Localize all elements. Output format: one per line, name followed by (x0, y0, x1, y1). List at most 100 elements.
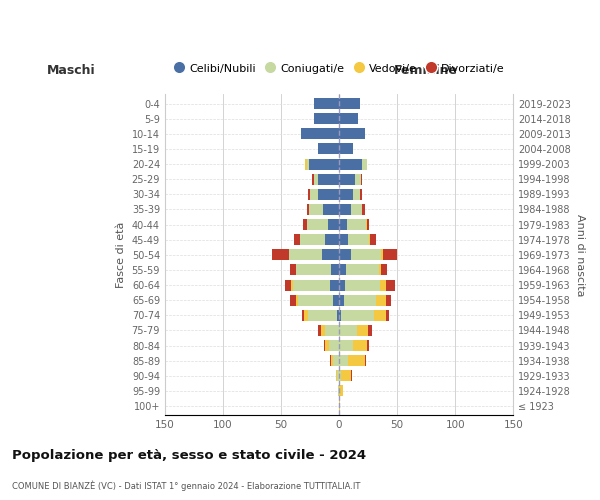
Bar (307, 219, 328, 230)
Bar (339, 355, 349, 366)
Bar (314, 174, 318, 184)
Bar (339, 310, 341, 321)
Bar (346, 264, 379, 276)
Bar (290, 294, 296, 306)
Bar (337, 370, 339, 382)
Bar (368, 325, 371, 336)
Bar (334, 294, 339, 306)
Bar (304, 310, 308, 321)
Bar (353, 340, 367, 351)
Bar (314, 113, 339, 124)
Bar (339, 234, 349, 245)
Bar (299, 234, 325, 245)
Bar (386, 280, 395, 290)
Bar (331, 355, 334, 366)
Bar (318, 189, 339, 200)
Bar (355, 174, 361, 184)
Bar (324, 340, 325, 351)
Bar (351, 370, 352, 382)
Bar (296, 264, 331, 276)
Text: Maschi: Maschi (46, 64, 95, 77)
Bar (380, 280, 386, 290)
Y-axis label: Fasce di età: Fasce di età (116, 222, 126, 288)
Bar (307, 158, 309, 170)
Bar (313, 174, 314, 184)
Bar (376, 294, 386, 306)
Bar (351, 204, 362, 215)
Bar (349, 355, 365, 366)
Bar (284, 280, 292, 290)
Bar (366, 219, 367, 230)
Bar (325, 234, 339, 245)
Bar (309, 158, 339, 170)
Bar (330, 355, 331, 366)
Legend: Celibi/Nubili, Coniugati/e, Vedovi/e, Divorziati/e: Celibi/Nubili, Coniugati/e, Vedovi/e, Di… (169, 58, 509, 78)
Bar (272, 250, 289, 260)
Bar (339, 386, 343, 396)
Bar (318, 144, 339, 154)
Bar (341, 370, 351, 382)
Bar (339, 144, 353, 154)
Bar (320, 325, 325, 336)
Bar (339, 400, 340, 411)
Bar (322, 250, 339, 260)
Bar (339, 158, 362, 170)
Bar (362, 158, 367, 170)
Bar (351, 250, 381, 260)
Bar (329, 340, 339, 351)
Bar (367, 340, 370, 351)
Bar (330, 280, 339, 290)
Bar (293, 280, 330, 290)
Bar (310, 189, 318, 200)
Bar (367, 219, 370, 230)
Bar (318, 325, 320, 336)
Bar (381, 250, 383, 260)
Bar (360, 189, 362, 200)
Bar (339, 113, 358, 124)
Bar (339, 325, 356, 336)
Bar (339, 98, 360, 109)
Bar (381, 264, 387, 276)
Bar (325, 325, 339, 336)
Bar (334, 355, 339, 366)
Bar (335, 370, 337, 382)
Bar (353, 189, 360, 200)
Bar (386, 310, 389, 321)
Bar (341, 310, 374, 321)
Bar (345, 280, 380, 290)
Text: Popolazione per età, sesso e stato civile - 2024: Popolazione per età, sesso e stato civil… (12, 450, 366, 462)
Bar (339, 294, 344, 306)
Bar (328, 219, 339, 230)
Bar (386, 294, 391, 306)
Bar (325, 340, 329, 351)
Bar (292, 280, 293, 290)
Bar (323, 204, 339, 215)
Bar (308, 310, 337, 321)
Bar (339, 219, 347, 230)
Bar (296, 294, 298, 306)
Bar (365, 355, 366, 366)
Bar (307, 204, 309, 215)
Bar (347, 219, 366, 230)
Y-axis label: Anni di nascita: Anni di nascita (575, 214, 585, 296)
Bar (362, 204, 365, 215)
Bar (309, 204, 323, 215)
Bar (339, 250, 351, 260)
Bar (314, 98, 339, 109)
Bar (339, 128, 365, 140)
Bar (302, 310, 304, 321)
Bar (294, 234, 299, 245)
Bar (301, 128, 339, 140)
Bar (383, 250, 397, 260)
Bar (339, 340, 353, 351)
Bar (374, 310, 386, 321)
Bar (370, 234, 376, 245)
Bar (344, 294, 376, 306)
Bar (303, 219, 307, 230)
Bar (339, 370, 341, 382)
Bar (349, 234, 370, 245)
Bar (298, 294, 334, 306)
Bar (308, 189, 310, 200)
Text: COMUNE DI BIANZÈ (VC) - Dati ISTAT 1° gennaio 2024 - Elaborazione TUTTITALIA.IT: COMUNE DI BIANZÈ (VC) - Dati ISTAT 1° ge… (12, 480, 361, 491)
Bar (379, 264, 381, 276)
